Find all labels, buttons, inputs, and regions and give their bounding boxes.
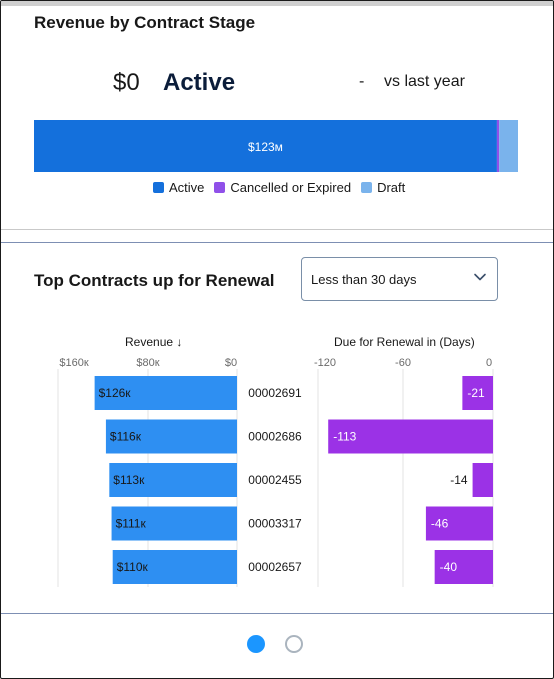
legend-swatch-cancelled bbox=[214, 182, 226, 193]
chevron-down-icon bbox=[473, 270, 487, 287]
card-divider-light bbox=[1, 229, 553, 230]
stage-card-title: Revenue by Contract Stage bbox=[34, 13, 256, 32]
stage-bar-active bbox=[34, 120, 497, 172]
revenue-bar bbox=[112, 550, 237, 584]
contract-number: 00003317 bbox=[248, 517, 302, 531]
revenue-bar-label: $126к bbox=[99, 386, 132, 400]
revenue-axis-tick: $0 bbox=[224, 357, 238, 369]
revenue-bar bbox=[111, 506, 237, 541]
days-bar-label: -46 bbox=[431, 517, 449, 531]
stage-bar-cancelled bbox=[496, 120, 500, 172]
legend-swatch-active bbox=[153, 182, 164, 193]
days-column-title: Due for Renewal in (Days) bbox=[334, 335, 475, 349]
contract-number: 00002691 bbox=[248, 386, 302, 400]
metric-change: - bbox=[359, 73, 365, 90]
revenue-column-title[interactable]: Revenue ↓ bbox=[125, 335, 183, 349]
legend-item-draft[interactable]: Draft bbox=[361, 180, 405, 195]
renewal-card-title: Top Contracts up for Renewal bbox=[34, 271, 275, 290]
metric-comparison: vs last year bbox=[384, 73, 465, 90]
top-strip bbox=[1, 1, 553, 6]
days-bar bbox=[462, 376, 493, 410]
contract-number: 00002657 bbox=[248, 560, 302, 574]
page-dot-1[interactable] bbox=[247, 635, 265, 653]
revenue-axis-tick: $80к bbox=[136, 357, 160, 369]
revenue-bar-label: $111к bbox=[116, 517, 147, 531]
pager-divider bbox=[1, 613, 553, 614]
renewal-window-select[interactable]: Less than 30 days bbox=[301, 257, 498, 301]
legend-label-draft: Draft bbox=[377, 180, 406, 195]
contract-number: 00002455 bbox=[248, 473, 302, 487]
revenue-bar-label: $116к bbox=[110, 430, 142, 444]
renewal-window-value: Less than 30 days bbox=[311, 271, 417, 287]
metric-stage: Active bbox=[163, 69, 236, 96]
card-divider bbox=[1, 242, 553, 243]
legend-label-active: Active bbox=[169, 180, 205, 195]
days-bar-label: -21 bbox=[467, 386, 485, 400]
days-bar-label: -113 bbox=[333, 430, 356, 444]
revenue-bar bbox=[105, 419, 237, 454]
renewal-bar-chart: $126к 00002691 -21 $116к 00002686 -113 $113к 00… bbox=[57, 369, 494, 587]
days-axis-tick: 0 bbox=[485, 357, 493, 369]
legend-label-cancelled: Cancelled or Expired bbox=[230, 180, 352, 195]
days-axis-tick: -60 bbox=[395, 357, 411, 369]
revenue-bar bbox=[109, 463, 237, 497]
metric-value: $0 bbox=[113, 69, 140, 96]
days-bar bbox=[434, 550, 493, 584]
days-bar-label: -14 bbox=[450, 473, 468, 487]
stage-bar-chart: $123м bbox=[34, 120, 518, 172]
stage-legend: Active Cancelled or Expired Draft bbox=[153, 180, 405, 195]
legend-item-active[interactable]: Active bbox=[153, 180, 204, 195]
days-bar bbox=[425, 506, 493, 541]
legend-item-cancelled[interactable]: Cancelled or Expired bbox=[214, 180, 351, 195]
days-bar bbox=[472, 463, 493, 497]
page-dot-2[interactable] bbox=[285, 635, 303, 653]
revenue-bar-label: $110к bbox=[117, 560, 149, 574]
days-axis-tick: -120 bbox=[313, 357, 337, 369]
revenue-bar bbox=[94, 376, 238, 410]
legend-swatch-draft bbox=[361, 182, 373, 193]
page-indicator bbox=[247, 635, 303, 653]
days-bar bbox=[328, 419, 493, 454]
days-bar-label: -40 bbox=[440, 560, 458, 574]
stage-bar-label: $123м bbox=[248, 140, 283, 154]
stage-bar-draft bbox=[499, 120, 518, 172]
contract-number: 00002686 bbox=[248, 430, 302, 444]
revenue-bar-label: $113к bbox=[113, 473, 145, 487]
revenue-axis-tick: $160к bbox=[59, 357, 89, 369]
